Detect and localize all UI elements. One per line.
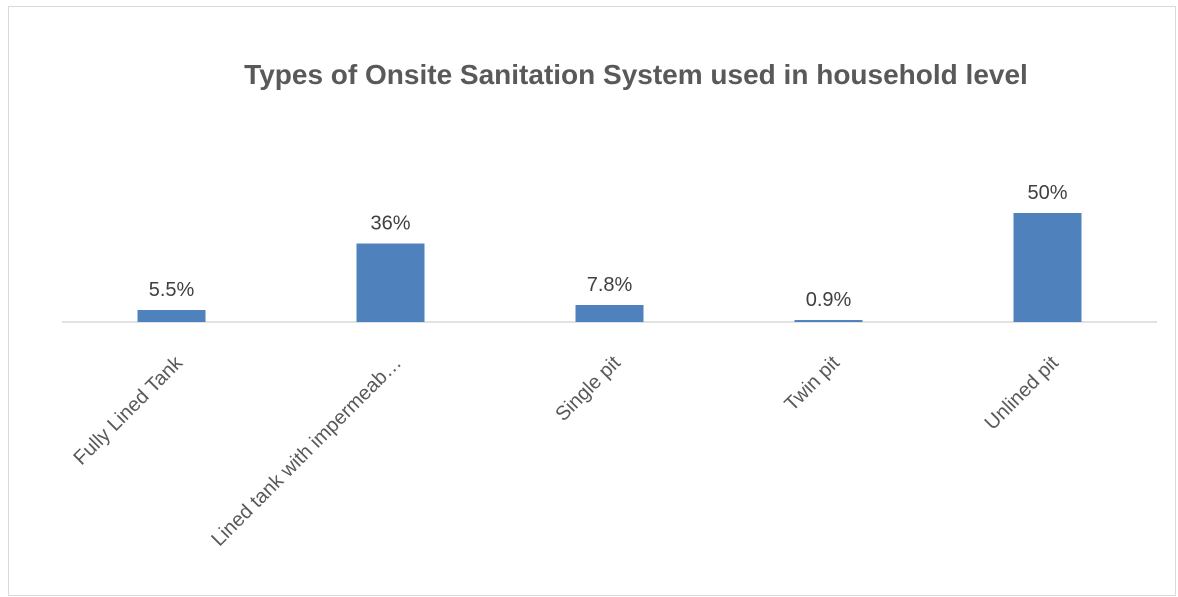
- bar-4: [1013, 213, 1082, 322]
- x-tick-label-3: Twin pit: [781, 352, 845, 416]
- bar-1: [356, 243, 425, 322]
- data-label-0: 5.5%: [149, 279, 195, 301]
- data-label-3: 0.9%: [806, 289, 852, 311]
- data-label-2: 7.8%: [587, 274, 633, 296]
- bar-0: [137, 310, 206, 322]
- data-label-1: 36%: [370, 213, 410, 235]
- x-tick-label-2: Single pit: [551, 352, 625, 426]
- x-tick-label-1: Lined tank with impermeab…: [207, 352, 406, 551]
- x-tick-labels-group: Fully Lined Tank Lined tank with impermea…: [70, 351, 1064, 550]
- x-tick-label-4: Unlined pit: [981, 352, 1064, 435]
- chart-frame: [8, 6, 1176, 596]
- chart-title: Types of Onsite Sanitation System used i…: [244, 59, 1028, 90]
- data-label-4: 50%: [1027, 182, 1067, 204]
- data-labels-group: 5.5% 36% 7.8% 0.9% 50%: [149, 182, 1068, 311]
- bar-3: [794, 320, 863, 322]
- bar-2: [575, 304, 644, 322]
- x-tick-label-0: Fully Lined Tank: [70, 351, 188, 469]
- bars-group: [137, 213, 1082, 322]
